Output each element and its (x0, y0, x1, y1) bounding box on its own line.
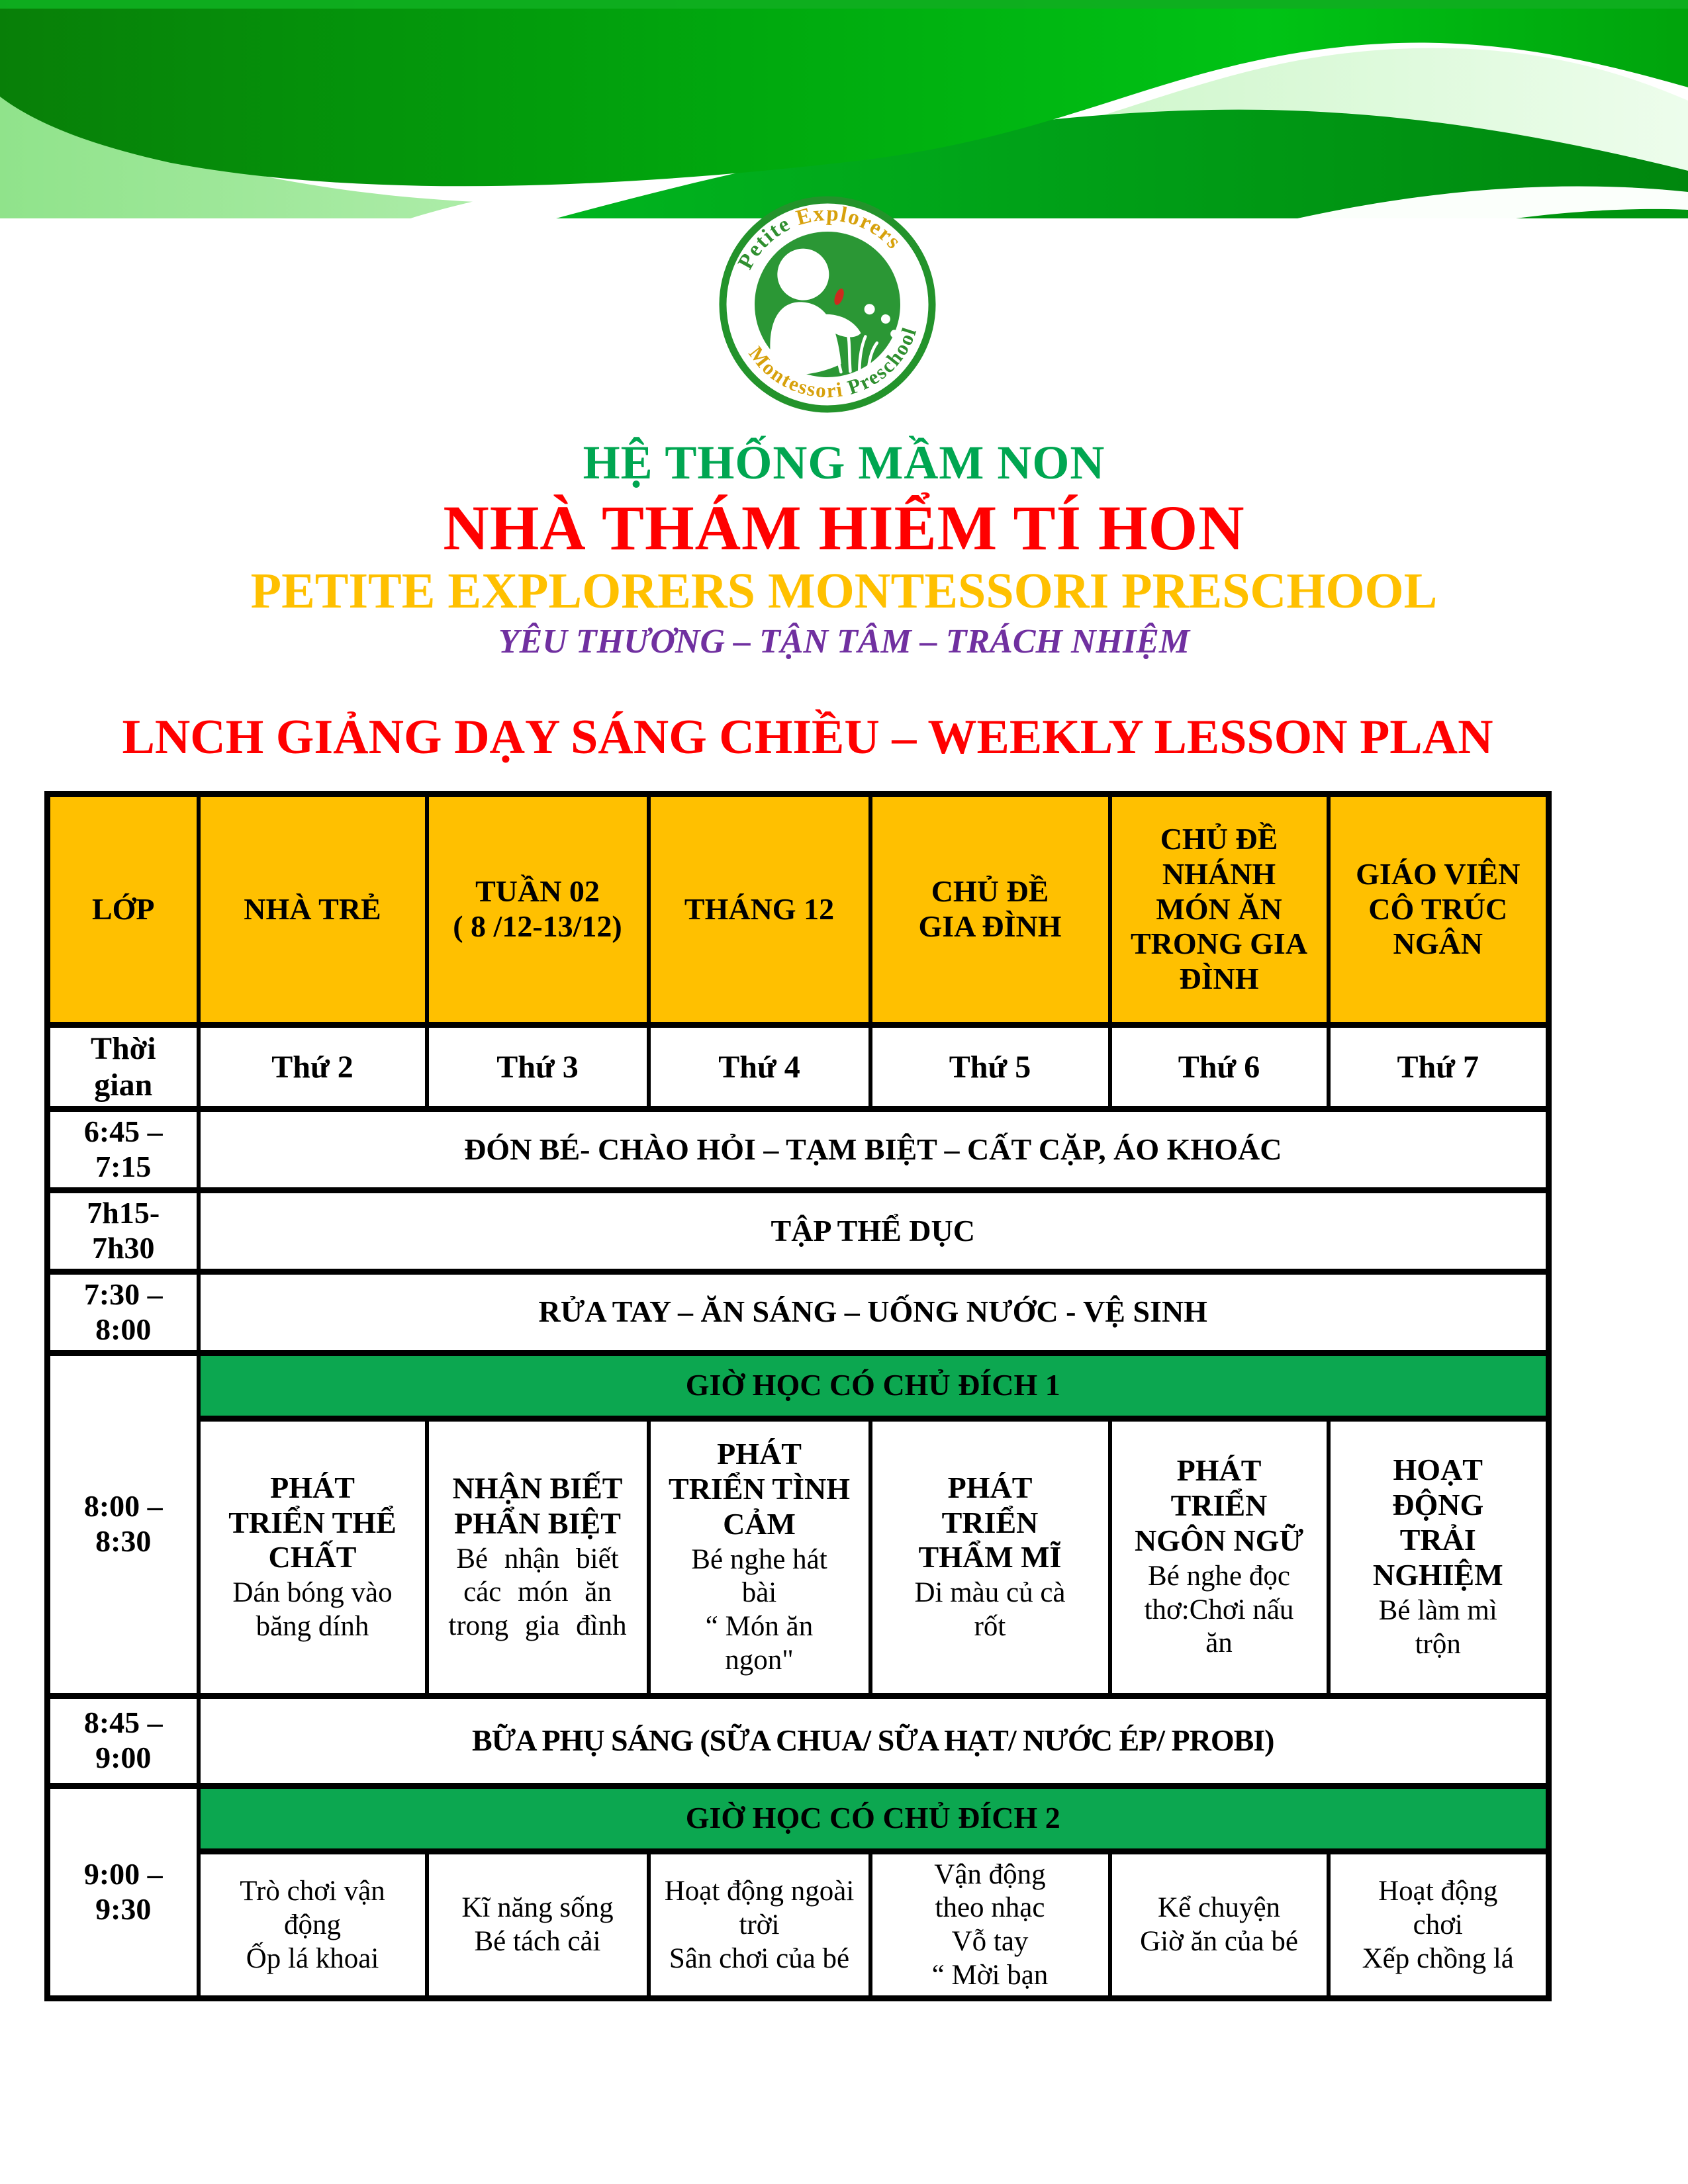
lesson-heading: PHÁT TRIỂN THỂ CHẤT (228, 1470, 397, 1574)
lesson-desc: Vận động theo nhạc Vỗ tay “ Mời bạn (931, 1858, 1049, 1991)
lesson1-cell-thu-4: PHÁT TRIỂN TÌNH CẢM Bé nghe hát bài “ Mó… (646, 1415, 872, 1699)
activity-cell-breakfast: RỬA TAY – ĂN SÁNG – UỐNG NƯỚC - VỆ SINH (196, 1268, 1551, 1356)
title-block: HỆ THỐNG MẦM NON NHÀ THÁM HIỂM TÍ HON PE… (0, 436, 1688, 661)
weekly-plan-title: LNCH GIẢNG DẠY SÁNG CHIỀU – WEEKLY LESSO… (122, 710, 1493, 764)
dark-green-top-wave (0, 0, 1688, 187)
activity-cell-exercise: TẬP THỂ DỤC (196, 1187, 1551, 1275)
lesson1-cell-thu-5: PHÁT TRIỂN THẨM MĨ Di màu củ cà rốt (868, 1415, 1112, 1699)
lesson-desc: Trò chơi vận động Ốp lá khoai (240, 1876, 385, 1974)
day-cell-thu-4: Thứ 4 (646, 1021, 872, 1113)
lesson2-cell-thu-3: Kĩ năng sống Bé tách cải (424, 1848, 651, 2001)
lesson2-banner-row: 9:00 – 9:30 GIỜ HỌC CÓ CHỦ ĐÍCH 2 (45, 1782, 1551, 2001)
table-header-row: LỚP NHÀ TRẺ TUẦN 02 ( 8 /12-13/12) THÁNG… (45, 791, 1551, 1028)
weekly-schedule-table: LỚP NHÀ TRẺ TUẦN 02 ( 8 /12-13/12) THÁNG… (44, 791, 1552, 2001)
lesson-desc: Hoạt động ngoài trời Sân chơi của bé (664, 1876, 855, 1974)
day-cell-thu-3: Thứ 3 (424, 1021, 651, 1113)
corner-green-sliver (1516, 208, 1688, 218)
routine-row-exercise: 7h15- 7h30 TẬP THỂ DỤC (45, 1187, 1551, 1275)
lesson2-cell-thu-7: Hoạt động chơi Xếp chồng lá (1326, 1848, 1551, 2001)
lesson1-cell-thu-2: PHÁT TRIỂN THỂ CHẤT Dán bóng vào băng dí… (196, 1415, 429, 1699)
time-cell: 6:45 – 7:15 (45, 1106, 201, 1194)
lesson2-cell-thu-5: Vận động theo nhạc Vỗ tay “ Mời bạn (868, 1848, 1112, 2001)
lesson-desc: Bé làm mì trộn (1378, 1594, 1497, 1660)
time-cell-snack: 8:45 – 9:00 (45, 1692, 201, 1789)
lesson-desc: Dán bóng vào băng dính (232, 1577, 393, 1643)
lesson1-banner-row: 8:00 – 8:30 GIỜ HỌC CÓ CHỦ ĐÍCH 1 (45, 1349, 1551, 1699)
lesson2-cell-thu-4: Hoạt động ngoài trời Sân chơi của bé (646, 1848, 872, 2001)
header-cell-lop: LỚP (45, 791, 201, 1028)
lesson1-cell-thu-6: PHÁT TRIỂN NGÔN NGỮ Bé nghe đọc thơ:Chơi… (1107, 1415, 1331, 1699)
lesson-desc: Bé nghe đọc thơ:Chơi nấu ăn (1144, 1560, 1294, 1659)
header-cell-giao-vien: GIÁO VIÊN CÔ TRÚC NGÂN (1326, 791, 1551, 1028)
activity-cell-arrival: ĐÓN BÉ- CHÀO HỎI – TẠM BIỆT – CẤT CẶP, Á… (196, 1106, 1551, 1194)
lesson2-banner: GIỜ HỌC CÓ CHỦ ĐÍCH 2 (196, 1782, 1551, 1854)
lesson-desc: Bé nhận biết các món ăn trong gia đình (448, 1543, 627, 1641)
lesson-heading: PHÁT TRIỂN TÌNH CẢM (669, 1436, 850, 1541)
days-row: Thời gian Thứ 2 Thứ 3 Thứ 4 Thứ 5 Thứ 6 … (45, 1021, 1551, 1113)
day-cell-thu-2: Thứ 2 (196, 1021, 429, 1113)
lesson-desc: Kĩ năng sống Bé tách cải (461, 1892, 614, 1958)
snack-row: 8:45 – 9:00 BỮA PHỤ SÁNG (SỮA CHUA/ SỮA … (45, 1692, 1551, 1789)
lesson2-cell-thu-2: Trò chơi vận động Ốp lá khoai (196, 1848, 429, 2001)
lesson-heading: PHÁT TRIỂN NGÔN NGỮ (1134, 1453, 1304, 1558)
lesson1-cell-thu-3: NHẬN BIẾT PHẨN BIỆT Bé nhận biết các món… (424, 1415, 651, 1699)
lesson-heading: HOẠT ĐỘNG TRẢI NGHIỆM (1372, 1453, 1503, 1592)
lesson-desc: Kể chuyện Giờ ăn của bé (1140, 1892, 1298, 1958)
flower-dots-icon (864, 304, 899, 338)
lesson1-banner: GIỜ HỌC CÓ CHỦ ĐÍCH 1 (196, 1349, 1551, 1422)
day-cell-thu-6: Thứ 6 (1107, 1021, 1331, 1113)
grass-icon (828, 330, 892, 374)
day-cell-thu-7: Thứ 7 (1326, 1021, 1551, 1113)
header-cell-tuan: TUẦN 02 ( 8 /12-13/12) (424, 791, 651, 1028)
lesson-heading: PHÁT TRIỂN THẨM MĨ (918, 1470, 1062, 1574)
lesson1-content-row: PHÁT TRIỂN THỂ CHẤT Dán bóng vào băng dí… (48, 1415, 1551, 1699)
lesson-desc: Di màu củ cà rốt (914, 1577, 1066, 1643)
red-accent (834, 289, 844, 305)
right-green-wave (556, 109, 1688, 218)
day-cell-thu-5: Thứ 5 (868, 1021, 1112, 1113)
school-name-title: NHÀ THÁM HIỂM TÍ HON (443, 492, 1245, 563)
header-cell-chu-de: CHỦ ĐỀ GIA ĐÌNH (868, 791, 1112, 1028)
time-cell: 7h15- 7h30 (45, 1187, 201, 1275)
lesson-heading: NHẬN BIẾT PHẨN BIỆT (452, 1471, 623, 1540)
lesson2-content-row: Trò chơi vận động Ốp lá khoai Kĩ năng số… (48, 1848, 1551, 2001)
school-motto: YÊU THƯƠNG – TẬN TÂM – TRÁCH NHIỆM (498, 623, 1190, 661)
header-cell-chu-de-nhanh: CHỦ ĐỀ NHÁNH MÓN ĂN TRONG GIA ĐÌNH (1107, 791, 1331, 1028)
time-cell: 7:30 – 8:00 (45, 1268, 201, 1356)
time-cell-lesson2: 9:00 – 9:30 (45, 1782, 201, 2001)
top-wave-decoration (0, 0, 1688, 218)
time-cell-lesson1: 8:00 – 8:30 (45, 1349, 201, 1699)
school-logo: Petite Explorers Montessori Preschool (719, 191, 936, 414)
baby-silhouette-icon (770, 248, 861, 375)
school-name-english: PETITE EXPLORERS MONTESSORI PRESCHOOL (250, 563, 1438, 619)
header-cell-thang: THÁNG 12 (646, 791, 872, 1028)
routine-row-breakfast: 7:30 – 8:00 RỬA TAY – ĂN SÁNG – UỐNG NƯỚ… (45, 1268, 1551, 1356)
system-title: HỆ THỐNG MẦM NON (583, 436, 1105, 489)
day-cell-thoi-gian: Thời gian (45, 1021, 201, 1113)
top-strip (0, 0, 1688, 9)
lesson-desc: Hoạt động chơi Xếp chồng lá (1362, 1876, 1514, 1974)
lesson1-cell-thu-7: HOẠT ĐỘNG TRẢI NGHIỆM Bé làm mì trộn (1326, 1415, 1551, 1699)
header-cell-nha-tre: NHÀ TRẺ (196, 791, 429, 1028)
activity-cell-snack: BỮA PHỤ SÁNG (SỮA CHUA/ SỮA HẠT/ NƯỚC ÉP… (196, 1692, 1551, 1789)
lesson2-cell-thu-6: Kể chuyện Giờ ăn của bé (1107, 1848, 1331, 2001)
lesson-desc: Bé nghe hát bài “ Món ăn ngon" (691, 1543, 827, 1676)
white-wedge (1297, 186, 1688, 218)
routine-row-arrival: 6:45 – 7:15 ĐÓN BÉ- CHÀO HỎI – TẠM BIỆT … (45, 1106, 1551, 1194)
